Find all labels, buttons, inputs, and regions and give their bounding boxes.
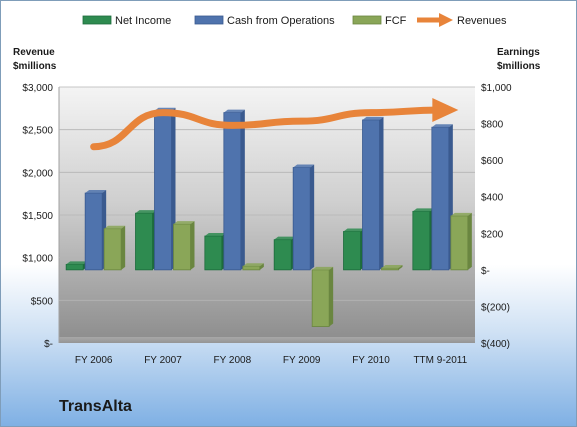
- bar-side-face: [190, 221, 195, 270]
- left-tick-label: $2,000: [22, 168, 53, 179]
- right-axis-title-line1: Earnings: [497, 47, 540, 58]
- right-tick-label: $-: [481, 266, 490, 277]
- bar-top-face: [293, 164, 315, 168]
- right-axis-title: Earnings $millions: [497, 47, 541, 72]
- bar-series: [65, 107, 472, 327]
- revenue-line: [90, 98, 459, 151]
- revenue-path: [90, 106, 444, 151]
- bar-top-face: [431, 124, 453, 128]
- right-axis-title-line2: $millions: [497, 61, 541, 72]
- bar-side-face: [259, 263, 264, 270]
- legend-swatch: [352, 15, 382, 25]
- category-label: FY 2009: [283, 355, 321, 366]
- left-axis-title-line1: Revenue: [13, 47, 55, 58]
- legend-label: Net Income: [115, 15, 171, 27]
- bar-top-face: [135, 210, 157, 214]
- left-tick-label: $2,500: [22, 126, 53, 137]
- bar-top-face: [450, 212, 472, 216]
- bar-cash-from-operations: [223, 112, 242, 271]
- left-tick-label: $500: [31, 296, 54, 307]
- bar-net-income: [135, 212, 153, 271]
- bar-top-face: [223, 109, 245, 113]
- bar-side-face: [240, 109, 245, 270]
- bar-side-face: [121, 225, 126, 270]
- right-tick-label: $(400): [481, 339, 510, 350]
- legend-label: FCF: [385, 15, 407, 27]
- bar-cash-from-operations: [431, 126, 450, 271]
- bar-top-face: [381, 265, 403, 269]
- gridlines: [59, 86, 475, 301]
- bar-fcf: [381, 267, 399, 271]
- bar-net-income: [412, 210, 431, 271]
- bar-cash-from-operations: [292, 167, 311, 271]
- bar-top-face: [343, 228, 365, 232]
- bar-fcf: [173, 223, 191, 271]
- right-axis-ticks: $(400) $(200) $- $200 $400 $600 $800 $1,000: [481, 83, 512, 350]
- bar-cash-from-operations: [84, 192, 103, 271]
- left-axis-ticks: $- $500 $1,000 $1,500 $2,000 $2,500 $3,000: [22, 83, 53, 350]
- bar-side-face: [329, 266, 334, 327]
- legend-swatch: [194, 15, 224, 25]
- bar-top-face: [242, 263, 264, 267]
- legend-swatch-arrow: [439, 13, 453, 27]
- company-name: TransAlta: [59, 398, 132, 415]
- bar-top-face: [274, 236, 296, 240]
- category-label: FY 2007: [144, 355, 182, 366]
- bar-fcf: [450, 215, 469, 271]
- bar-top-face: [173, 221, 195, 225]
- legend: Net Income Cash from Operations FCF Revenue…: [82, 13, 507, 27]
- bar-top-face: [204, 233, 226, 237]
- legend-label: Cash from Operations: [227, 15, 335, 27]
- category-label: TTM 9-2011: [413, 355, 467, 366]
- bar-side-face: [467, 212, 472, 270]
- bar-top-face: [312, 266, 334, 270]
- right-tick-label: $(200): [481, 302, 510, 313]
- bar-cash-from-operations: [362, 119, 380, 271]
- category-label: FY 2006: [75, 355, 113, 366]
- left-axis-title: Revenue $millions: [13, 47, 57, 72]
- plot-floor: [59, 337, 475, 343]
- left-axis-title-line2: $millions: [13, 61, 57, 72]
- category-label: FY 2008: [214, 355, 252, 366]
- bar-side-face: [398, 265, 403, 270]
- bar-side-face: [310, 164, 315, 270]
- left-tick-label: $3,000: [22, 83, 53, 94]
- right-tick-label: $400: [481, 193, 504, 204]
- bar-fcf: [311, 269, 330, 327]
- bar-fcf: [103, 228, 122, 271]
- bar-net-income: [65, 263, 84, 271]
- bar-fcf: [242, 265, 261, 271]
- left-tick-label: $1,000: [22, 254, 53, 265]
- bar-net-income: [343, 231, 361, 271]
- category-labels: FY 2006 FY 2007 FY 2008 FY 2009 FY 2010 TTM 9…: [75, 355, 468, 366]
- bar-top-face: [104, 225, 126, 229]
- bar-top-face: [412, 208, 434, 212]
- legend-label: Revenues: [457, 15, 507, 27]
- bar-top-face: [85, 190, 107, 194]
- bar-net-income: [204, 235, 223, 271]
- right-tick-label: $600: [481, 156, 504, 167]
- category-label: FY 2010: [352, 355, 390, 366]
- right-tick-label: $800: [481, 120, 504, 131]
- legend-swatch: [82, 15, 112, 25]
- right-tick-label: $200: [481, 229, 504, 240]
- bar-side-face: [379, 116, 384, 270]
- bar-net-income: [273, 239, 292, 271]
- left-tick-label: $-: [44, 339, 53, 350]
- bar-top-face: [66, 261, 88, 265]
- left-tick-label: $1,500: [22, 211, 53, 222]
- revenue-arrowhead: [432, 98, 459, 123]
- bar-top-face: [362, 116, 384, 120]
- right-tick-label: $1,000: [481, 83, 512, 94]
- bar-cash-from-operations: [154, 110, 172, 271]
